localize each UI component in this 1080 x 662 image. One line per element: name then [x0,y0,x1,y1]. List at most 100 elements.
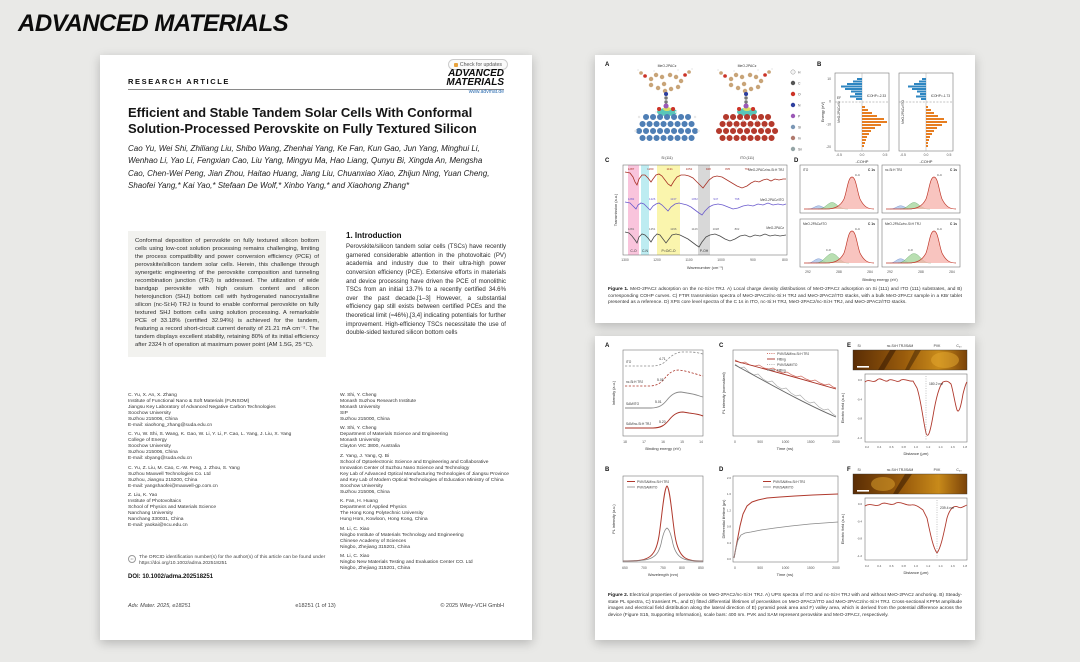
lifetime-ylabel: Differential lifetime (μs) [722,499,726,539]
xps-ito: ITO C 1s C-C [799,164,879,214]
svg-text:835: 835 [725,167,730,171]
ups-curve-sam-trj [625,411,704,429]
svg-text:1131: 1131 [667,167,674,171]
svg-text:0.4: 0.4 [877,445,882,449]
check-for-updates-badge[interactable]: Check for updates [447,59,508,70]
xps-xticks-right: 292 288 284 [887,270,955,274]
svg-text:B: B [817,62,822,68]
svg-text:nc-Si:H TRJ/SAM: nc-Si:H TRJ/SAM [887,344,914,348]
trpl-xlabel: Time (ns) [777,446,794,451]
ups-value-1: 4.71 [659,357,666,361]
svg-text:0.2: 0.2 [865,445,870,449]
svg-text:1.6: 1.6 [951,564,956,568]
svg-text:-1.2: -1.2 [857,554,863,558]
band-cn [641,165,649,255]
svg-text:EF: EF [837,96,841,100]
scale-bar [857,366,869,368]
svg-text:750: 750 [660,566,666,570]
kpfm-f-yticks: 0.0 -0.4 -0.8 -1.2 [857,502,863,558]
affiliation-block: Z. Yang, J. Yang, Q. Bi School of Optoel… [340,453,510,495]
svg-text:800: 800 [782,258,788,262]
lifetime-curve-trj [733,493,839,559]
xps-xticks-left: 292 288 284 [805,270,873,274]
trpl-fit-ito [734,364,837,418]
ups-value-4: 5.20 [659,420,666,424]
svg-text:1300: 1300 [621,258,629,262]
figure2-caption: Figure 2. Electrical properties of perov… [608,593,962,618]
abstract: Conformal deposition of perovskite on fu… [128,231,326,357]
affiliation-block: C. Yu, Z. Liu, M. Cao, C.-W. Peng, J. Zh… [128,465,240,489]
svg-text:C₆₀: C₆₀ [956,344,962,348]
svg-text:O: O [798,92,801,96]
ups-value-2: 5.05 [657,378,664,382]
svg-text:1226: 1226 [649,197,656,201]
cohp-antibonding-bars [841,78,862,100]
ftir-peaks-ito: 1282 1226 1137 1052 947 798 [628,197,740,201]
svg-text:C 1s: C 1s [868,222,875,226]
svg-text:PVK/SAM/nc-Si:H TRJ: PVK/SAM/nc-Si:H TRJ [773,480,806,484]
svg-text:PVK: PVK [934,468,942,472]
svg-text:1137: 1137 [670,197,677,201]
svg-text:B: B [605,467,610,473]
svg-text:C-C: C-C [937,173,942,177]
fig2-panel-d-lifetime: D Differential lifetime (μs) 2.0 1.6 1.2 0.… [719,467,840,577]
xps-trj: nc-Si:H TRJ C 1s C-C [881,164,961,214]
author-list: Cao Yu, Wei Shi, Zhiliang Liu, Shibo Wan… [128,144,490,191]
update-ribbon-icon [453,62,458,67]
fig2-panel-f-kpfm-valley: F Si nc-Si:H TRJ/SAM PVK C₆₀ 239.4 nm 0.… [841,467,967,575]
dip-width-annotation: 180.2 nm [929,382,943,386]
ftir-curve-ref [624,231,787,248]
svg-text:948: 948 [706,167,711,171]
efield-curve-valley [864,502,968,554]
substrate-right-label: ITO (111) [740,156,754,160]
ftir-curve-trj [624,171,786,189]
svg-text:1.0: 1.0 [914,564,919,568]
svg-text:1.8: 1.8 [963,564,968,568]
svg-text:MeO-2PACz/ITO: MeO-2PACz/ITO [803,222,827,226]
svg-text:700: 700 [641,566,647,570]
xps-meo-ito: MeO-2PACz/ITO C 1s C-C C-O [799,218,879,268]
cohp1-xticks: -0.5 0.0 0.5 [836,153,887,157]
svg-text:C-N: C-N [642,249,649,253]
svg-text:0.5: 0.5 [883,153,888,157]
affiliations-right: W. Shi, Y. Cheng Monash Suzhou Research … [340,393,512,576]
svg-text:762: 762 [745,167,750,171]
carbon-atoms [648,72,684,94]
svg-text:-20: -20 [826,145,831,149]
svg-text:2000: 2000 [832,566,840,570]
svg-text:1.6: 1.6 [951,445,956,449]
page-footer: Adv. Mater. 2025, e18251 e18251 (1 of 13… [128,603,504,609]
svg-text:-0.4: -0.4 [857,397,863,401]
svg-text:nc-Si:H TRJ/SAM: nc-Si:H TRJ/SAM [887,468,914,472]
affiliation-block: Z. Liu, K. Yao Institute of Photovoltaic… [128,493,217,529]
fig1-panel-c-ftir: C 1287 1260 1131 1052 948 835 762 1282 1226 1137… [605,158,788,270]
svg-text:1.4: 1.4 [938,445,943,449]
svg-text:2.0: 2.0 [727,476,732,480]
footer-copyright: © 2025 Wiley-VCH GmbH [440,603,504,609]
orcid-note[interactable]: iD The ORCID identification number(s) fo… [128,555,330,568]
journal-url[interactable]: www.advmat.de [468,89,504,95]
orcid-icon: iD [128,555,136,563]
svg-text:0.2: 0.2 [865,564,870,568]
ups-value-3: 5.01 [655,400,662,404]
svg-text:1281: 1281 [628,227,635,231]
svg-text:Fitting: Fitting [777,357,786,361]
band-co [628,165,639,255]
lifetime-curve-ito [733,521,839,559]
figure1-graphic: A MeO-2PACz MeO-2PACz Si (111) ITO (111) [605,62,961,282]
ftir-peaks-ref: 1281 1251 1196 1126 1028 802 [628,227,740,231]
doi-line[interactable]: DOI: 10.1002/adma.202518251 [128,574,214,580]
kpfm-e-yticks: 0.0 -0.4 -0.8 -1.2 [857,378,863,440]
svg-text:0.0: 0.0 [860,153,865,157]
svg-text:-10: -10 [826,122,831,126]
svg-text:1126: 1126 [691,227,698,231]
pl-xlabel: Wavelength (nm) [648,572,679,577]
introduction-heading: 1. Introduction [346,231,402,240]
article-type-kicker: RESEARCH ARTICLE [128,77,230,86]
svg-text:0: 0 [829,100,831,104]
band-poh [698,165,710,255]
sn-atom-icon [790,146,796,152]
svg-text:D: D [719,467,724,473]
trpl-xticks: 0 500 1000 1500 2000 [734,440,840,444]
svg-text:16: 16 [661,440,665,444]
